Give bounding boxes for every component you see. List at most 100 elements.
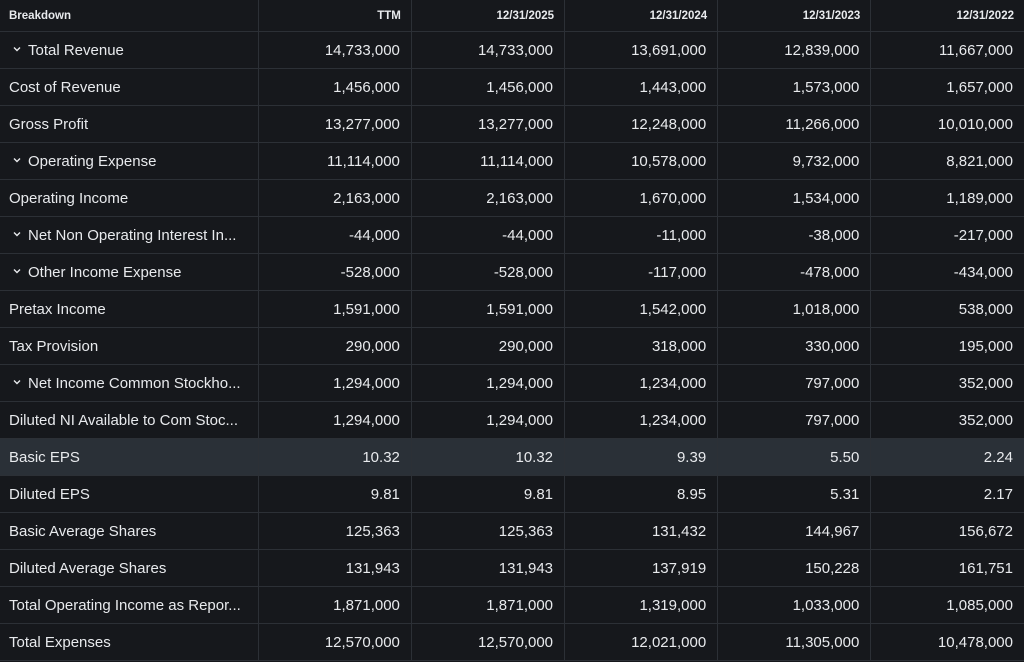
value-cell: 538,000 bbox=[870, 290, 1024, 328]
value-cell: 797,000 bbox=[717, 401, 872, 439]
value-cell: 352,000 bbox=[870, 364, 1024, 402]
value-cell: 156,672 bbox=[870, 512, 1024, 550]
value-cell: 797,000 bbox=[717, 364, 872, 402]
value-cell: 1,018,000 bbox=[717, 290, 872, 328]
row-label: Total Operating Income as Repor... bbox=[9, 596, 241, 614]
row-label-cell: Operating Income bbox=[0, 179, 259, 217]
table-row: Basic Average Shares 125,363 125,363 131,43… bbox=[0, 512, 1024, 550]
value-cell: -434,000 bbox=[870, 253, 1024, 291]
value-cell: 9.81 bbox=[411, 475, 566, 513]
value-cell: 1,189,000 bbox=[870, 179, 1024, 217]
value-cell: 11,266,000 bbox=[717, 105, 872, 143]
value-cell: 1,591,000 bbox=[258, 290, 412, 328]
value-cell: 11,114,000 bbox=[411, 142, 566, 180]
chevron-down-icon[interactable] bbox=[13, 267, 21, 275]
value-cell: 8,821,000 bbox=[870, 142, 1024, 180]
value-cell: 11,667,000 bbox=[870, 31, 1024, 69]
value-cell: 12,570,000 bbox=[258, 623, 412, 661]
value-cell: 1,294,000 bbox=[258, 401, 412, 439]
row-label: Cost of Revenue bbox=[9, 78, 121, 96]
header-2025: 12/31/2025 bbox=[411, 0, 566, 32]
header-2024: 12/31/2024 bbox=[564, 0, 719, 32]
row-label-cell[interactable]: Net Non Operating Interest In... bbox=[0, 216, 259, 254]
row-label: Diluted Average Shares bbox=[9, 559, 167, 577]
value-cell: 1,871,000 bbox=[411, 586, 566, 624]
chevron-down-icon[interactable] bbox=[13, 378, 21, 386]
value-cell: 10.32 bbox=[258, 438, 412, 476]
table-row: Diluted NI Available to Com Stoc... 1,294… bbox=[0, 401, 1024, 439]
table-row: Operating Income 2,163,000 2,163,000 1,670,… bbox=[0, 179, 1024, 217]
row-label-cell: Total Operating Income as Repor... bbox=[0, 586, 259, 624]
value-cell: 13,277,000 bbox=[258, 105, 412, 143]
value-cell: 131,943 bbox=[258, 549, 412, 587]
value-cell: 290,000 bbox=[258, 327, 412, 365]
value-cell: -44,000 bbox=[411, 216, 566, 254]
table-row: Diluted Average Shares 131,943 131,943 137,… bbox=[0, 549, 1024, 587]
value-cell: 2.24 bbox=[870, 438, 1024, 476]
value-cell: 9.39 bbox=[564, 438, 719, 476]
row-label: Total Expenses bbox=[9, 633, 111, 651]
value-cell: 352,000 bbox=[870, 401, 1024, 439]
value-cell: 131,432 bbox=[564, 512, 719, 550]
value-cell: 1,573,000 bbox=[717, 68, 872, 106]
row-label: Total Revenue bbox=[28, 41, 124, 59]
chevron-down-icon[interactable] bbox=[13, 156, 21, 164]
value-cell: 2,163,000 bbox=[411, 179, 566, 217]
value-cell: 12,839,000 bbox=[717, 31, 872, 69]
value-cell: 2.17 bbox=[870, 475, 1024, 513]
value-cell: 8.95 bbox=[564, 475, 719, 513]
value-cell: 1,591,000 bbox=[411, 290, 566, 328]
value-cell: 14,733,000 bbox=[411, 31, 566, 69]
value-cell: 10.32 bbox=[411, 438, 566, 476]
row-label-cell[interactable]: Net Income Common Stockho... bbox=[0, 364, 259, 402]
value-cell: -117,000 bbox=[564, 253, 719, 291]
value-cell: 1,871,000 bbox=[258, 586, 412, 624]
row-label-cell: Basic EPS bbox=[0, 438, 259, 476]
table-row: Operating Expense 11,114,000 11,114,000 10,… bbox=[0, 142, 1024, 180]
value-cell: 1,443,000 bbox=[564, 68, 719, 106]
value-cell: -217,000 bbox=[870, 216, 1024, 254]
value-cell: 150,228 bbox=[717, 549, 872, 587]
value-cell: -528,000 bbox=[258, 253, 412, 291]
row-label: Diluted EPS bbox=[9, 485, 90, 503]
value-cell: 12,021,000 bbox=[564, 623, 719, 661]
table-row: Total Operating Income as Repor... 1,871,… bbox=[0, 586, 1024, 624]
table-row: Total Revenue 14,733,000 14,733,000 13,691,… bbox=[0, 31, 1024, 69]
row-label-cell: Cost of Revenue bbox=[0, 68, 259, 106]
row-label-cell[interactable]: Total Revenue bbox=[0, 31, 259, 69]
table-row: Net Income Common Stockho... 1,294,000 1,2… bbox=[0, 364, 1024, 402]
row-label-cell: Diluted EPS bbox=[0, 475, 259, 513]
value-cell: 144,967 bbox=[717, 512, 872, 550]
row-label: Tax Provision bbox=[9, 337, 99, 355]
value-cell: 125,363 bbox=[258, 512, 412, 550]
row-label: Net Income Common Stockho... bbox=[28, 374, 241, 392]
value-cell: 1,319,000 bbox=[564, 586, 719, 624]
table-row: Total Expenses 12,570,000 12,570,000 12,021… bbox=[0, 623, 1024, 661]
value-cell: 10,010,000 bbox=[870, 105, 1024, 143]
value-cell: 1,534,000 bbox=[717, 179, 872, 217]
value-cell: 1,294,000 bbox=[411, 364, 566, 402]
value-cell: 10,578,000 bbox=[564, 142, 719, 180]
value-cell: 11,114,000 bbox=[258, 142, 412, 180]
row-label: Diluted NI Available to Com Stoc... bbox=[9, 411, 238, 429]
table-row: Other Income Expense -528,000 -528,000 -117… bbox=[0, 253, 1024, 291]
row-label: Basic Average Shares bbox=[9, 522, 157, 540]
chevron-down-icon[interactable] bbox=[13, 230, 21, 238]
value-cell: 290,000 bbox=[411, 327, 566, 365]
value-cell: -478,000 bbox=[717, 253, 872, 291]
row-label-cell[interactable]: Operating Expense bbox=[0, 142, 259, 180]
header-2023: 12/31/2023 bbox=[717, 0, 872, 32]
table-row: Diluted EPS 9.81 9.81 8.95 5.31 2.17 bbox=[0, 475, 1024, 513]
table-row: Tax Provision 290,000 290,000 318,000 330,00… bbox=[0, 327, 1024, 365]
value-cell: 5.31 bbox=[717, 475, 872, 513]
value-cell: 13,691,000 bbox=[564, 31, 719, 69]
value-cell: -38,000 bbox=[717, 216, 872, 254]
value-cell: 195,000 bbox=[870, 327, 1024, 365]
chevron-down-icon[interactable] bbox=[13, 45, 21, 53]
value-cell: 125,363 bbox=[411, 512, 566, 550]
value-cell: 1,670,000 bbox=[564, 179, 719, 217]
row-label-cell[interactable]: Other Income Expense bbox=[0, 253, 259, 291]
row-label: Gross Profit bbox=[9, 115, 89, 133]
value-cell: 14,733,000 bbox=[258, 31, 412, 69]
